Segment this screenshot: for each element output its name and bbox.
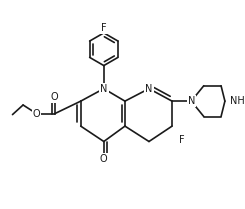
Text: F: F	[101, 23, 107, 33]
Text: N: N	[188, 96, 195, 106]
Text: N: N	[145, 84, 153, 94]
Text: O: O	[100, 154, 108, 164]
Text: F: F	[179, 135, 184, 145]
Text: N: N	[100, 84, 108, 94]
Text: O: O	[33, 109, 40, 119]
Text: O: O	[51, 92, 59, 102]
Text: NH: NH	[230, 96, 245, 106]
